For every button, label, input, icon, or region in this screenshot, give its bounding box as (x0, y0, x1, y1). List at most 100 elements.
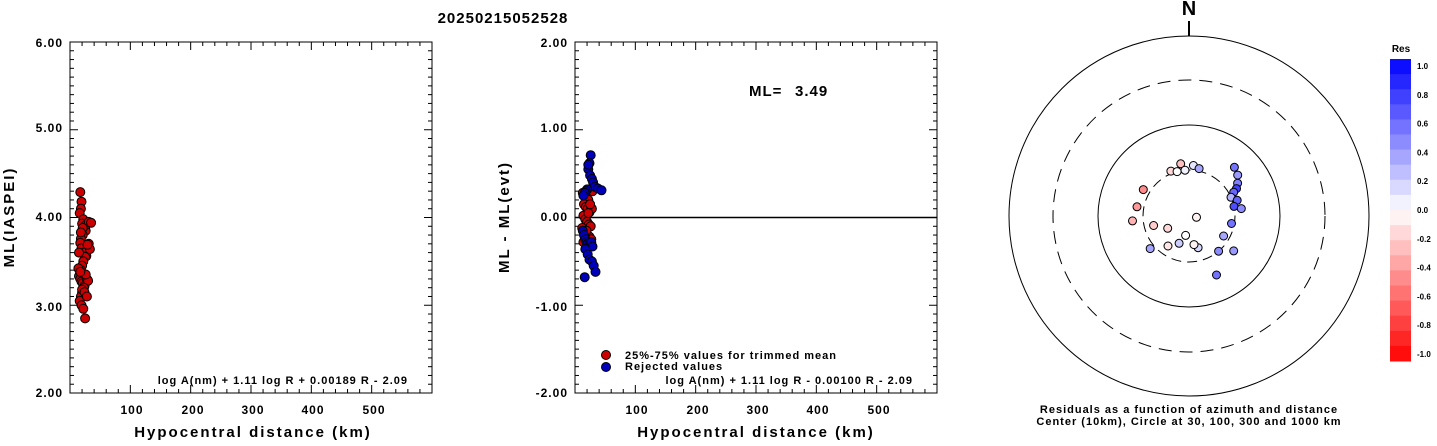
ring-1000km (1008, 35, 1370, 397)
ml-y-tick-label: 6.00 (36, 36, 63, 50)
ml-x-axis-label: Hypocentral distance (km) (134, 424, 372, 441)
station-point (1236, 204, 1246, 214)
residual-panel: 2.00 1.00 0.00 -1.00 -2.00 100 200 300 4… (496, 36, 938, 441)
ml-x-tick-marks (69, 42, 433, 393)
colorbar-cell (1390, 270, 1411, 286)
ring-300km (1052, 79, 1326, 353)
colorbar-tick-label: 0.6 (1417, 120, 1429, 129)
colorbar-cell (1390, 59, 1411, 75)
station-point (1192, 212, 1201, 222)
colorbar-title: Res (1392, 44, 1411, 55)
polar-caption-line1: Residuals as a function of azimuth and d… (1040, 404, 1338, 416)
ml-panel: 6.00 5.00 4.00 3.00 2.00 100 200 300 400… (1, 36, 433, 441)
station-point (1219, 231, 1229, 241)
colorbar-ticks: 1.0 0.8 0.6 0.4 0.2 0.0 -0.2 -0.4 -0.6 -0.8 -1.0 (1417, 62, 1431, 359)
station-point (1229, 246, 1239, 256)
legend-rejected-label: Rejected values (625, 361, 723, 373)
residual-x-axis-label: Hypocentral distance (km) (637, 424, 875, 441)
station-point (1194, 164, 1204, 174)
event-title: 20250215052528 (438, 10, 569, 27)
ml-x-tick-label: 200 (181, 403, 204, 417)
colorbar-tick-label: 0.8 (1417, 91, 1429, 100)
data-point (585, 199, 596, 210)
colorbar-cell (1390, 104, 1411, 120)
station-point (1176, 159, 1186, 169)
ml-y-tick-marks (70, 41, 432, 394)
station-point (1229, 162, 1239, 172)
data-point (583, 208, 594, 219)
data-point (75, 266, 86, 277)
azimuth-points (1128, 159, 1246, 280)
station-point (1138, 185, 1148, 195)
residual-x-tick-marks (574, 42, 938, 393)
ml-y-tick-label: 5.00 (36, 121, 63, 135)
colorbar-cell (1390, 330, 1411, 347)
colorbar-cell (1390, 285, 1411, 302)
ring-100km (1097, 124, 1281, 308)
legend-accepted-label: 25%-75% values for trimmed mean (625, 350, 837, 362)
ml-y-tick-label: 4.00 (36, 210, 63, 224)
colorbar-cell (1390, 255, 1411, 271)
colorbar-tick-label: 0.4 (1417, 148, 1429, 157)
residual-y-tick-label: 0.00 (541, 210, 568, 224)
ml-x-tick-label: 500 (362, 403, 385, 417)
colorbar-cell (1390, 210, 1411, 226)
data-point (579, 272, 590, 283)
data-point (578, 190, 589, 201)
colorbar-tick-label: -0.6 (1417, 292, 1431, 301)
station-point (1128, 216, 1137, 226)
station-point (1174, 238, 1184, 248)
station-point (1233, 170, 1243, 180)
data-point (86, 217, 97, 228)
ml-event-label: ML= (749, 83, 782, 100)
residual-x-tick-label: 200 (686, 403, 709, 417)
ml-x-tick-label: 300 (241, 403, 264, 417)
data-point (75, 187, 86, 198)
residual-formula: log A(nm) + 1.11 log R - 0.00100 R - 2.0… (665, 375, 913, 387)
data-point (596, 185, 607, 196)
legend-accepted-marker (601, 350, 611, 360)
station-point (1145, 244, 1155, 254)
ml-x-tick-label: 100 (120, 403, 143, 417)
colorbar-tick-label: -0.8 (1417, 321, 1431, 330)
legend-rejected-marker (601, 362, 611, 372)
colorbar-cell (1390, 119, 1411, 135)
station-point (1227, 219, 1236, 228)
ml-plot-frame (69, 41, 433, 394)
colorbar-tick-label: 1.0 (1417, 62, 1429, 71)
ml-x-tick-label: 400 (301, 403, 324, 417)
residual-colorbar: Res 1.0 0.8 0.6 0.4 0.2 0.0 -0.2 -0.4 -0.6 -0.8 -1… (1390, 44, 1431, 362)
residual-y-tick-label: 2.00 (541, 36, 568, 50)
colorbar-cell (1390, 225, 1411, 241)
colorbar-cell (1390, 240, 1411, 256)
data-point (81, 291, 92, 302)
colorbar-cell (1390, 89, 1411, 105)
station-point (1172, 167, 1182, 177)
station-point (1149, 221, 1159, 230)
data-point (80, 313, 91, 324)
data-point (75, 227, 86, 238)
station-point (1163, 241, 1173, 251)
data-point (74, 247, 84, 258)
residual-points (577, 150, 607, 283)
data-point (583, 159, 594, 170)
data-point (82, 239, 93, 250)
ml-event-value: 3.49 (795, 83, 828, 100)
colorbar-cells (1390, 59, 1411, 362)
residual-y-tick-marks (575, 41, 937, 394)
residual-y-axis-label: ML - ML(evt) (496, 161, 513, 273)
data-point (78, 303, 89, 314)
station-point (1229, 201, 1239, 211)
ml-formula: log A(nm) + 1.11 log R + 0.00189 R - 2.0… (158, 375, 408, 387)
colorbar-cell (1390, 74, 1411, 90)
colorbar-tick-label: -1.0 (1417, 350, 1431, 359)
residual-y-tick-label: -2.00 (536, 386, 568, 400)
ml-y-tick-label: 3.00 (36, 300, 63, 314)
colorbar-tick-label: 0.0 (1417, 206, 1429, 215)
station-point (1180, 165, 1190, 175)
colorbar-cell (1390, 345, 1411, 362)
station-point (1214, 246, 1224, 256)
station-point (1132, 202, 1142, 212)
colorbar-cell (1390, 194, 1411, 211)
